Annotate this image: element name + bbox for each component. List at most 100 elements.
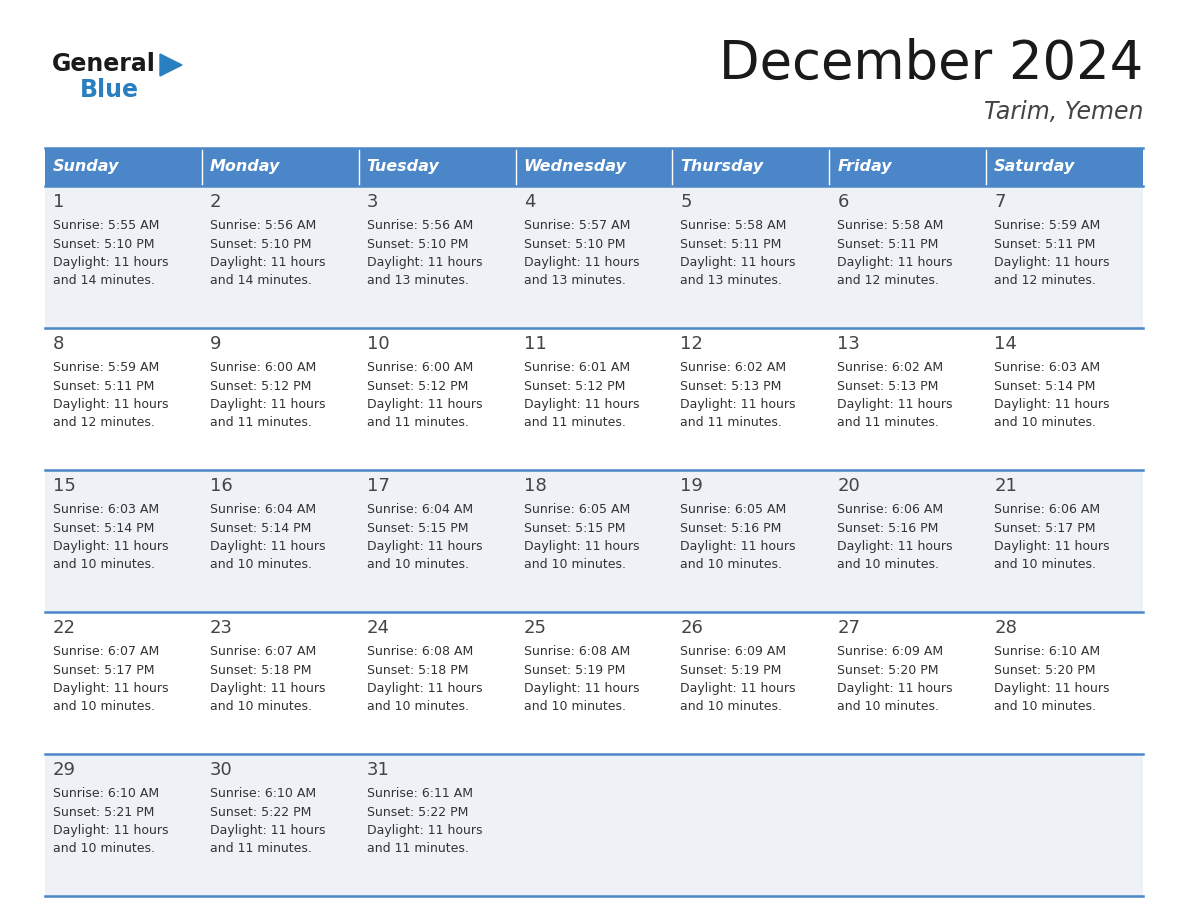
Text: General: General [52,52,156,76]
Text: 6: 6 [838,193,848,211]
Text: and 10 minutes.: and 10 minutes. [524,558,626,572]
Text: Friday: Friday [838,160,892,174]
Bar [672,612,829,754]
Text: 22: 22 [53,619,76,637]
Text: Sunset: 5:17 PM: Sunset: 5:17 PM [53,664,154,677]
Text: Sunset: 5:12 PM: Sunset: 5:12 PM [367,379,468,393]
Text: Daylight: 11 hours: Daylight: 11 hours [367,540,482,553]
Text: Daylight: 11 hours: Daylight: 11 hours [994,540,1110,553]
Text: Sunset: 5:22 PM: Sunset: 5:22 PM [367,805,468,819]
Text: Sunset: 5:10 PM: Sunset: 5:10 PM [53,238,154,251]
Text: Sunset: 5:15 PM: Sunset: 5:15 PM [524,521,625,534]
Text: 23: 23 [210,619,233,637]
Text: Daylight: 11 hours: Daylight: 11 hours [210,540,326,553]
Text: and 10 minutes.: and 10 minutes. [681,700,783,713]
Bar [202,612,359,754]
Text: and 11 minutes.: and 11 minutes. [210,417,311,430]
Text: 13: 13 [838,335,860,353]
Bar [202,754,359,896]
Text: 27: 27 [838,619,860,637]
Text: Daylight: 11 hours: Daylight: 11 hours [524,398,639,411]
Text: Daylight: 11 hours: Daylight: 11 hours [524,256,639,269]
Text: Daylight: 11 hours: Daylight: 11 hours [367,398,482,411]
Text: Daylight: 11 hours: Daylight: 11 hours [53,398,169,411]
Bar [829,470,986,612]
Text: Sunrise: 6:06 AM: Sunrise: 6:06 AM [838,503,943,516]
Bar [45,148,202,186]
Text: 25: 25 [524,619,546,637]
Text: 12: 12 [681,335,703,353]
Text: Thursday: Thursday [681,160,764,174]
Text: and 10 minutes.: and 10 minutes. [994,417,1097,430]
Text: Daylight: 11 hours: Daylight: 11 hours [210,682,326,695]
Text: and 10 minutes.: and 10 minutes. [524,700,626,713]
Text: Sunset: 5:10 PM: Sunset: 5:10 PM [524,238,625,251]
Text: and 11 minutes.: and 11 minutes. [210,843,311,856]
Text: Sunrise: 6:00 AM: Sunrise: 6:00 AM [367,361,473,374]
Text: Sunset: 5:11 PM: Sunset: 5:11 PM [994,238,1095,251]
Text: Sunrise: 6:05 AM: Sunrise: 6:05 AM [524,503,630,516]
Text: and 12 minutes.: and 12 minutes. [53,417,154,430]
Bar [986,328,1143,470]
Text: Sunrise: 6:04 AM: Sunrise: 6:04 AM [367,503,473,516]
Text: Sunset: 5:20 PM: Sunset: 5:20 PM [994,664,1095,677]
Text: Sunrise: 5:56 AM: Sunrise: 5:56 AM [210,219,316,232]
Bar [516,754,672,896]
Text: Daylight: 11 hours: Daylight: 11 hours [838,256,953,269]
Text: Sunrise: 5:55 AM: Sunrise: 5:55 AM [53,219,159,232]
Bar [45,470,202,612]
Bar [516,470,672,612]
Text: and 14 minutes.: and 14 minutes. [53,274,154,287]
Text: and 13 minutes.: and 13 minutes. [367,274,468,287]
Bar [986,186,1143,328]
Text: Sunset: 5:19 PM: Sunset: 5:19 PM [681,664,782,677]
Text: Daylight: 11 hours: Daylight: 11 hours [838,398,953,411]
Text: Sunset: 5:15 PM: Sunset: 5:15 PM [367,521,468,534]
Text: Daylight: 11 hours: Daylight: 11 hours [210,824,326,837]
Bar [202,148,359,186]
Text: Sunset: 5:11 PM: Sunset: 5:11 PM [53,379,154,393]
Text: and 14 minutes.: and 14 minutes. [210,274,311,287]
Text: Sunset: 5:11 PM: Sunset: 5:11 PM [838,238,939,251]
Text: Daylight: 11 hours: Daylight: 11 hours [994,398,1110,411]
Text: Sunrise: 6:01 AM: Sunrise: 6:01 AM [524,361,630,374]
Text: Sunrise: 6:07 AM: Sunrise: 6:07 AM [210,645,316,658]
Text: Sunrise: 5:58 AM: Sunrise: 5:58 AM [838,219,943,232]
Bar [986,148,1143,186]
Bar [986,612,1143,754]
Bar [516,328,672,470]
Text: Sunset: 5:19 PM: Sunset: 5:19 PM [524,664,625,677]
Text: Monday: Monday [210,160,280,174]
Bar [829,186,986,328]
Text: Sunrise: 6:10 AM: Sunrise: 6:10 AM [994,645,1100,658]
Bar [986,470,1143,612]
Bar [986,754,1143,896]
Text: 10: 10 [367,335,390,353]
Bar [359,754,516,896]
Text: 17: 17 [367,477,390,495]
Text: Sunrise: 5:57 AM: Sunrise: 5:57 AM [524,219,630,232]
Bar [516,186,672,328]
Text: and 10 minutes.: and 10 minutes. [367,558,469,572]
Text: 1: 1 [53,193,64,211]
Bar [829,328,986,470]
Text: 29: 29 [53,761,76,779]
Text: and 10 minutes.: and 10 minutes. [53,700,154,713]
Text: and 11 minutes.: and 11 minutes. [367,843,468,856]
Text: and 10 minutes.: and 10 minutes. [210,700,312,713]
Text: Sunset: 5:13 PM: Sunset: 5:13 PM [838,379,939,393]
Polygon shape [160,54,182,76]
Text: Sunset: 5:14 PM: Sunset: 5:14 PM [210,521,311,534]
Text: and 12 minutes.: and 12 minutes. [994,274,1097,287]
Text: Daylight: 11 hours: Daylight: 11 hours [838,682,953,695]
Text: Sunset: 5:16 PM: Sunset: 5:16 PM [681,521,782,534]
Text: Sunrise: 6:09 AM: Sunrise: 6:09 AM [681,645,786,658]
Text: Tarim, Yemen: Tarim, Yemen [984,100,1143,124]
Bar [672,186,829,328]
Bar [202,328,359,470]
Bar [672,754,829,896]
Bar [672,470,829,612]
Text: 19: 19 [681,477,703,495]
Text: and 10 minutes.: and 10 minutes. [994,700,1097,713]
Text: Sunrise: 6:02 AM: Sunrise: 6:02 AM [838,361,943,374]
